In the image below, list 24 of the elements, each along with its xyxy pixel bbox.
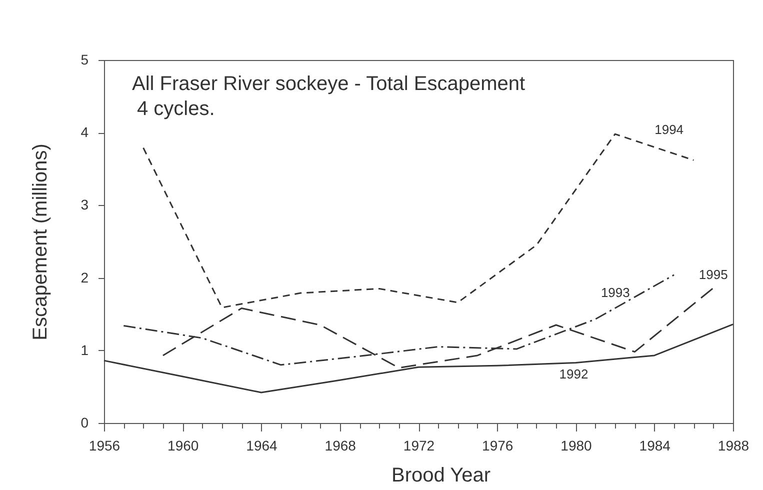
x-tick-label: 1960 <box>168 438 199 454</box>
y-tick-label: 0 <box>80 414 89 430</box>
y-tick-label: 3 <box>80 196 89 213</box>
series-label: 1994 <box>654 122 684 138</box>
x-tick-label: 1980 <box>560 438 592 454</box>
x-axis-title: Brood Year <box>392 464 491 486</box>
x-tick-label: 1964 <box>246 438 278 454</box>
x-tick-label: 1976 <box>482 438 514 454</box>
x-tick-label: 1956 <box>88 438 120 454</box>
x-tick-label: 1984 <box>639 438 671 454</box>
x-tick-label: 1968 <box>324 438 356 454</box>
x-tick-label: 1988 <box>718 438 750 454</box>
y-tick-label: 5 <box>80 52 89 68</box>
line-series <box>142 133 694 308</box>
text: All Fraser River sockeye - Total Escapement <box>132 73 526 95</box>
y-axis-title: Escapement (millions) <box>30 144 52 340</box>
y-tick-label: 2 <box>80 269 89 286</box>
text: 4 cycles. <box>137 98 215 120</box>
series-label: 1995 <box>698 266 728 282</box>
y-tick-label: 1 <box>80 342 89 358</box>
x-tick-label: 1972 <box>403 438 435 454</box>
series-label: 1993 <box>600 285 630 300</box>
y-tick-label: 4 <box>80 124 89 140</box>
series-label: 1992 <box>559 366 588 382</box>
